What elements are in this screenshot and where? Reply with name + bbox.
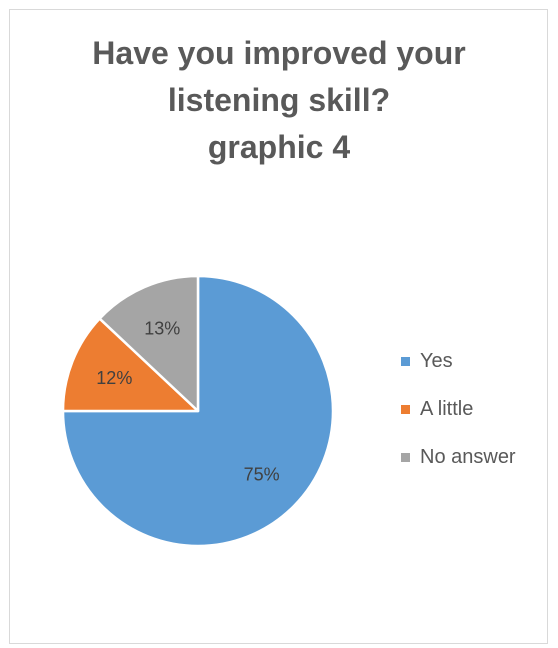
legend-label-yes: Yes: [420, 349, 453, 372]
chart-title-line-2: listening skill?: [167, 82, 391, 118]
legend-label-no-answer: No answer: [420, 445, 516, 468]
data-label-yes: 75%: [244, 465, 280, 485]
legend-label-a-little: A little: [420, 397, 474, 420]
chart-title-line-1: Have you improved your: [92, 35, 466, 71]
data-label-a-little: 12%: [96, 368, 132, 388]
legend-swatch-no-answer: [401, 452, 410, 462]
pie-slice-no-answer: [98, 274, 200, 413]
legend-item-a-little: A little: [401, 397, 551, 421]
chart-title-line-3: graphic 4: [207, 129, 351, 165]
legend-swatch-yes: [401, 356, 410, 366]
legend-swatch-a-little: [401, 404, 410, 414]
legend-item-yes: Yes: [401, 349, 551, 373]
pie-slice-a-little: [61, 317, 200, 413]
legend: Yes A little No answer: [401, 349, 551, 493]
chart-title: Have you improved your listening skill? …: [0, 30, 558, 171]
legend-item-no-answer: No answer: [401, 445, 551, 469]
data-label-no-answer: 13%: [144, 318, 180, 338]
